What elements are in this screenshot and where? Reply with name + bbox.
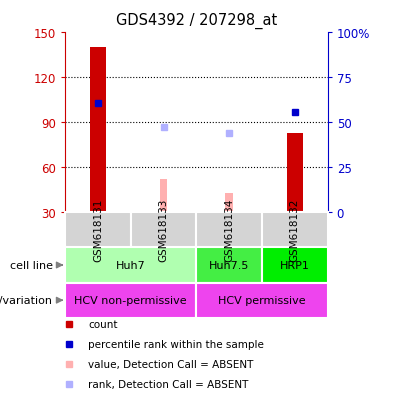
Text: HRP1: HRP1 (280, 260, 310, 271)
Bar (90, 48, 106, 213)
Text: GSM618134: GSM618134 (224, 199, 234, 262)
Text: Huh7.5: Huh7.5 (209, 260, 249, 271)
Bar (225, 193, 233, 213)
Bar (160, 180, 168, 213)
Text: percentile rank within the sample: percentile rank within the sample (88, 339, 264, 349)
Text: HCV non-permissive: HCV non-permissive (74, 295, 187, 306)
Text: value, Detection Call = ABSENT: value, Detection Call = ABSENT (88, 359, 254, 369)
Text: count: count (88, 319, 118, 329)
Text: cell line: cell line (10, 260, 52, 271)
Title: GDS4392 / 207298_at: GDS4392 / 207298_at (116, 13, 277, 29)
Bar (286, 133, 303, 213)
Text: rank, Detection Call = ABSENT: rank, Detection Call = ABSENT (88, 379, 249, 389)
Text: GSM618131: GSM618131 (93, 199, 103, 262)
Text: genotype/variation: genotype/variation (0, 295, 52, 306)
Text: GSM618133: GSM618133 (158, 199, 168, 262)
Text: GSM618132: GSM618132 (290, 199, 300, 262)
Text: HCV permissive: HCV permissive (218, 295, 306, 306)
Text: Huh7: Huh7 (116, 260, 146, 271)
